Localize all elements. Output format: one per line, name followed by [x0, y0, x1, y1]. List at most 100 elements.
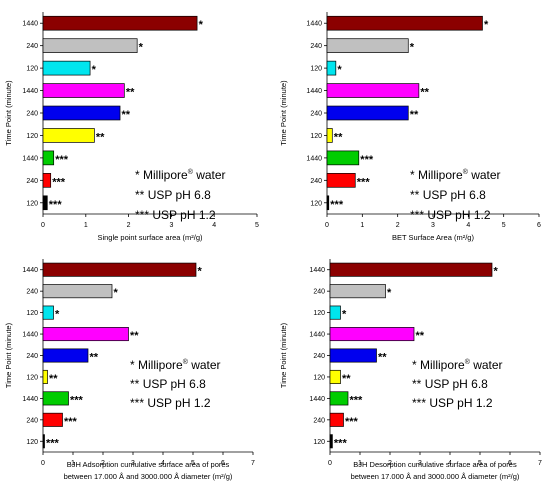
- bar-marker: *: [494, 266, 499, 278]
- legend-entry: * Millipore® water: [412, 358, 503, 372]
- legend-stars: *: [130, 358, 135, 372]
- legend-stars: **: [130, 377, 140, 391]
- bar: [42, 348, 89, 363]
- x-tick-label: 5: [502, 222, 506, 229]
- x-tick-label: 0: [41, 222, 45, 229]
- y-tick-label: 240: [26, 111, 38, 118]
- bar-marker: **: [410, 109, 419, 121]
- bar-marker: ***: [55, 154, 69, 166]
- y-tick-label: 1440: [309, 332, 325, 339]
- bar-marker: *: [198, 266, 203, 278]
- y-tick-label: 1440: [22, 332, 38, 339]
- x-tick-label: 4: [448, 460, 452, 467]
- bar: [42, 15, 198, 31]
- bar: [42, 412, 63, 427]
- legend-sup: ®: [463, 168, 469, 176]
- bar-marker: **: [90, 352, 99, 364]
- x-tick-label: 3: [418, 460, 422, 467]
- bar-marker: **: [416, 330, 425, 342]
- legend-stars: *: [412, 358, 417, 372]
- bar: [326, 83, 420, 98]
- bar: [42, 391, 69, 406]
- bar: [329, 391, 349, 406]
- y-tick-label: 120: [26, 310, 38, 317]
- x-tick-label: 6: [221, 460, 225, 467]
- bar: [326, 150, 360, 166]
- bar: [42, 150, 55, 166]
- y-tick-label: 120: [26, 200, 38, 207]
- bar-marker: **: [420, 87, 429, 99]
- x-axis-label: Single point surface area (m²/g): [97, 233, 203, 242]
- y-tick-label: 1440: [22, 21, 38, 28]
- legend-entry: *** USP pH 1.2: [412, 396, 493, 410]
- bar-marker: **: [122, 109, 131, 121]
- bar-marker: **: [342, 373, 351, 385]
- bar: [42, 305, 54, 320]
- x-tick-label: 0: [41, 460, 45, 467]
- bar: [42, 105, 121, 121]
- legend-after: water: [188, 358, 221, 372]
- legend-text: USP pH 1.2: [427, 208, 490, 222]
- y-tick-label: 240: [310, 111, 322, 118]
- y-tick-label: 240: [26, 43, 38, 50]
- legend-stars: *: [410, 168, 415, 182]
- y-tick-label: 120: [313, 374, 325, 381]
- bar: [42, 262, 197, 277]
- x-tick-label: 3: [431, 222, 435, 229]
- bar: [42, 284, 113, 299]
- bar-marker: *: [410, 42, 415, 54]
- x-tick-label: 3: [169, 222, 173, 229]
- bar: [326, 38, 409, 53]
- x-tick-label: 1: [84, 222, 88, 229]
- legend-text: USP pH 6.8: [143, 377, 206, 391]
- bar: [329, 348, 377, 363]
- legend-stars: **: [412, 377, 422, 391]
- legend-entry: ** USP pH 6.8: [410, 188, 486, 202]
- y-tick-label: 1440: [309, 396, 325, 403]
- bar-marker: ***: [52, 176, 66, 188]
- x-tick-label: 1: [358, 460, 362, 467]
- y-tick-label: 120: [26, 439, 38, 446]
- legend-stars: ***: [135, 208, 149, 222]
- legend-entry: * Millipore® water: [410, 168, 501, 182]
- x-tick-label: 2: [388, 460, 392, 467]
- y-tick-label: 1440: [22, 155, 38, 162]
- bar-marker: ***: [360, 154, 374, 166]
- bar: [329, 434, 333, 449]
- bar-marker: *: [92, 64, 97, 76]
- y-tick-label: 120: [313, 310, 325, 317]
- x-tick-label: 7: [538, 460, 542, 467]
- y-tick-label: 1440: [306, 88, 322, 95]
- y-tick-label: 240: [313, 417, 325, 424]
- bar-marker: ***: [330, 199, 344, 211]
- legend-text: USP pH 6.8: [423, 188, 486, 202]
- y-tick-label: 1440: [22, 396, 38, 403]
- legend-entry: ** USP pH 6.8: [130, 377, 206, 391]
- legend-sup: ®: [188, 168, 194, 176]
- y-tick-label: 240: [313, 289, 325, 296]
- legend-stars: **: [410, 188, 420, 202]
- y-tick-label: 120: [26, 133, 38, 140]
- bar-marker: **: [49, 373, 58, 385]
- legend-entry: * Millipore® water: [130, 358, 221, 372]
- legend-entry: * Millipore® water: [135, 168, 226, 182]
- x-tick-label: 5: [191, 460, 195, 467]
- bar-marker: *: [387, 287, 392, 299]
- x-axis-label: BJH Desorption cumulative surface area o…: [353, 460, 517, 469]
- y-axis-label: Time Point (minute): [279, 80, 288, 146]
- bar: [326, 105, 409, 121]
- chart-panel-single-point: 0 1 2 3 4 5 1440 * 240 * 120 * 1440 ** 240 ** 120 ** 1440 *…: [4, 12, 259, 242]
- legend-entry: *** USP pH 1.2: [130, 396, 211, 410]
- legend-text: USP pH 1.2: [147, 396, 210, 410]
- legend-stars: ***: [130, 396, 144, 410]
- chart-panel-bjh-desorption: 0 1 2 3 4 5 6 7 1440 * 240 * 120 * 1440 ** 240 ** 120 ** 144…: [279, 259, 542, 481]
- bar: [42, 369, 48, 384]
- y-axis-label: Time Point (minute): [279, 322, 288, 388]
- bar-marker: *: [337, 64, 342, 76]
- y-tick-label: 120: [310, 200, 322, 207]
- y-tick-label: 240: [26, 353, 38, 360]
- bar: [326, 128, 333, 143]
- bar: [326, 60, 337, 76]
- bar: [42, 434, 45, 449]
- x-tick-label: 0: [328, 460, 332, 467]
